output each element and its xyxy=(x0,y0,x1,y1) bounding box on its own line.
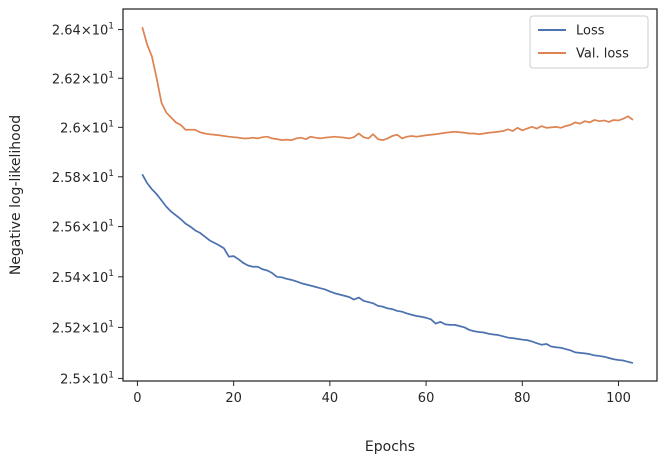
y-tick-mantissa: 2.56 xyxy=(52,221,81,236)
x-tick-label: 80 xyxy=(514,391,531,406)
y-tick-times: × xyxy=(81,121,92,136)
y-tick-label: 2.56×101 xyxy=(52,219,114,236)
y-tick-mantissa: 2.58 xyxy=(52,171,81,186)
legend: Loss Val. loss xyxy=(529,15,649,69)
y-tick-mantissa: 2.6 xyxy=(60,121,81,136)
y-tick-label: 2.62×101 xyxy=(52,70,114,87)
y-tick-label: 2.52×101 xyxy=(52,319,114,336)
y-tick-label: 2.58×101 xyxy=(52,169,114,186)
y-axis-label: Negative log-likelihood xyxy=(8,115,24,275)
y-tick-times: × xyxy=(81,221,92,236)
y-tick-exponent: 1 xyxy=(108,169,114,179)
x-tick-label: 40 xyxy=(322,391,339,406)
y-tick-base: 10 xyxy=(92,24,109,39)
y-tick-label: 2.5×101 xyxy=(60,370,114,387)
y-tick-exponent: 1 xyxy=(108,370,114,380)
y-tick-base: 10 xyxy=(92,121,109,136)
y-tick-exponent: 1 xyxy=(108,219,114,229)
y-tick-base: 10 xyxy=(92,321,109,336)
y-tick-exponent: 1 xyxy=(108,319,114,329)
y-tick-mantissa: 2.52 xyxy=(52,321,81,336)
y-axis-ticks: 2.5×1012.52×1012.54×1012.56×1012.58×1012… xyxy=(52,22,123,387)
y-tick-base: 10 xyxy=(92,221,109,236)
y-tick-exponent: 1 xyxy=(108,119,114,129)
y-tick-times: × xyxy=(81,271,92,286)
y-tick-base: 10 xyxy=(92,171,109,186)
series-line-loss xyxy=(141,173,634,364)
y-tick-mantissa: 2.62 xyxy=(52,72,81,87)
y-tick-base: 10 xyxy=(92,72,109,87)
y-tick-exponent: 1 xyxy=(108,269,114,279)
y-tick-base: 10 xyxy=(92,372,109,387)
y-tick-label: 2.64×101 xyxy=(52,22,114,39)
legend-label-loss: Loss xyxy=(576,24,605,39)
y-tick-mantissa: 2.5 xyxy=(60,372,81,387)
y-tick-times: × xyxy=(81,321,92,336)
x-tick-label: 0 xyxy=(133,391,141,406)
y-tick-exponent: 1 xyxy=(108,70,114,80)
y-tick-mantissa: 2.64 xyxy=(52,24,81,39)
y-tick-times: × xyxy=(81,171,92,186)
y-tick-times: × xyxy=(81,24,92,39)
series-line-val-loss xyxy=(141,26,634,142)
y-tick-exponent: 1 xyxy=(108,22,114,32)
y-tick-mantissa: 2.54 xyxy=(52,271,81,286)
x-tick-label: 60 xyxy=(418,391,435,406)
x-tick-label: 100 xyxy=(606,391,631,406)
y-tick-times: × xyxy=(81,372,92,387)
plot-lines xyxy=(141,26,634,364)
x-axis-ticks: 0 20 40 60 80 100 xyxy=(133,381,631,406)
y-tick-times: × xyxy=(81,72,92,87)
plot-frame xyxy=(122,8,658,382)
y-tick-base: 10 xyxy=(92,271,109,286)
legend-label-val-loss: Val. loss xyxy=(576,47,629,62)
y-tick-label: 2.54×101 xyxy=(52,269,114,286)
x-axis-label: Epochs xyxy=(365,439,415,455)
y-tick-label: 2.6×101 xyxy=(60,119,114,136)
x-tick-label: 20 xyxy=(225,391,242,406)
